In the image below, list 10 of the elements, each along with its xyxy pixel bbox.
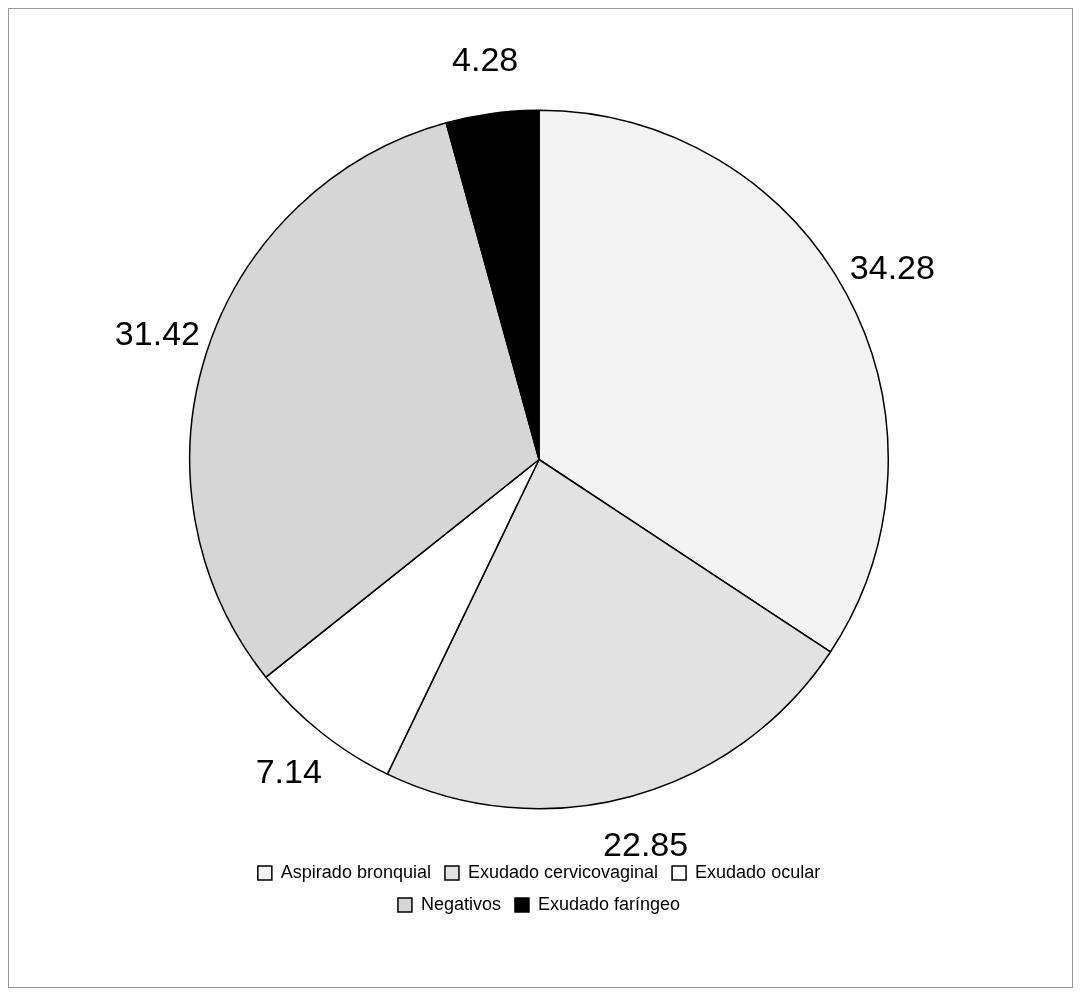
data-label: 7.14	[255, 751, 322, 790]
data-label: 31.42	[114, 313, 200, 352]
data-label: 34.28	[849, 247, 935, 286]
legend-label: Exudado cervicovaginal	[467, 861, 659, 882]
data-label: 4.28	[452, 40, 519, 79]
legend-label: Exudado ocular	[695, 861, 821, 882]
legend-label: Negativos	[420, 893, 501, 914]
legend-label: Aspirado bronquial	[280, 861, 431, 882]
data-label: 22.85	[603, 824, 689, 863]
legend-label: Exudado faríngeo	[537, 893, 681, 914]
